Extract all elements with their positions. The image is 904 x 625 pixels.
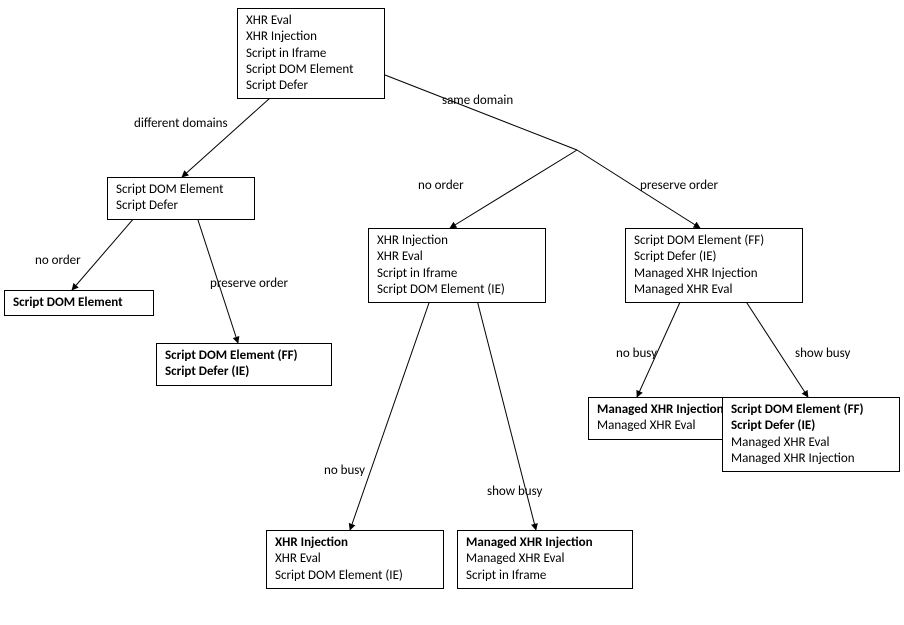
- node-diff_noorder-line: Script DOM Element: [13, 295, 145, 311]
- edge-label: preserve order: [640, 178, 718, 193]
- node-same_noorder-line: Script in Iframe: [377, 266, 537, 282]
- node-same_noorder-line: Script DOM Element (IE): [377, 282, 537, 298]
- edge-line: [450, 150, 577, 228]
- node-diff_noorder: Script DOM Element: [4, 290, 154, 316]
- edge-label: no order: [418, 178, 464, 193]
- node-diff_preserve-line: Script DOM Element (FF): [165, 348, 323, 364]
- edge-line: [72, 217, 135, 290]
- node-sn_showbusy-line: Managed XHR Eval: [466, 551, 624, 567]
- edge-label: no order: [35, 253, 81, 268]
- node-sp_showbusy-line: Script Defer (IE): [731, 418, 891, 434]
- node-root-line: Script in Iframe: [246, 46, 376, 62]
- node-same_preserve-line: Script Defer (IE): [634, 249, 794, 265]
- node-sn_nobusy-line: Script DOM Element (IE): [275, 568, 435, 584]
- node-same_noorder: XHR InjectionXHR EvalScript in IframeScr…: [368, 228, 546, 303]
- node-diff_preserve-line: Script Defer (IE): [165, 364, 323, 380]
- node-diff-line: Script Defer: [116, 198, 246, 214]
- node-same_noorder-line: XHR Injection: [377, 233, 537, 249]
- node-sn_showbusy-line: Script in Iframe: [466, 568, 624, 584]
- node-diff-line: Script DOM Element: [116, 182, 246, 198]
- edge-line: [182, 98, 270, 177]
- edge-label: preserve order: [210, 276, 288, 291]
- node-diff_preserve: Script DOM Element (FF)Script Defer (IE): [156, 343, 332, 386]
- node-same_noorder-line: XHR Eval: [377, 249, 537, 265]
- node-sn_showbusy: Managed XHR InjectionManaged XHR EvalScr…: [457, 530, 633, 589]
- node-root-line: XHR Injection: [246, 29, 376, 45]
- node-sp_showbusy-line: Managed XHR Injection: [731, 451, 891, 467]
- edge-label: show busy: [487, 484, 542, 499]
- node-sp_showbusy: Script DOM Element (FF)Script Defer (IE)…: [722, 397, 900, 472]
- node-sn_nobusy: XHR InjectionXHR EvalScript DOM Element …: [266, 530, 444, 589]
- node-same_preserve: Script DOM Element (FF)Script Defer (IE)…: [625, 228, 803, 303]
- node-root-line: Script DOM Element: [246, 62, 376, 78]
- edge-line: [350, 300, 430, 530]
- node-root-line: XHR Eval: [246, 13, 376, 29]
- node-same_preserve-line: Managed XHR Eval: [634, 282, 794, 298]
- edge-label: show busy: [795, 346, 850, 361]
- edge-label: no busy: [324, 463, 365, 478]
- edge-label: no busy: [616, 346, 657, 361]
- node-sn_showbusy-line: Managed XHR Injection: [466, 535, 624, 551]
- node-diff: Script DOM ElementScript Defer: [107, 177, 255, 220]
- node-root: XHR EvalXHR InjectionScript in IframeScr…: [237, 8, 385, 99]
- node-same_preserve-line: Script DOM Element (FF): [634, 233, 794, 249]
- node-same_preserve-line: Managed XHR Injection: [634, 266, 794, 282]
- edge-label: same domain: [442, 93, 513, 108]
- node-sp_showbusy-line: Managed XHR Eval: [731, 435, 891, 451]
- edge-label: different domains: [134, 116, 228, 131]
- node-root-line: Script Defer: [246, 78, 376, 94]
- node-sp_showbusy-line: Script DOM Element (FF): [731, 402, 891, 418]
- node-sn_nobusy-line: XHR Eval: [275, 551, 435, 567]
- node-sn_nobusy-line: XHR Injection: [275, 535, 435, 551]
